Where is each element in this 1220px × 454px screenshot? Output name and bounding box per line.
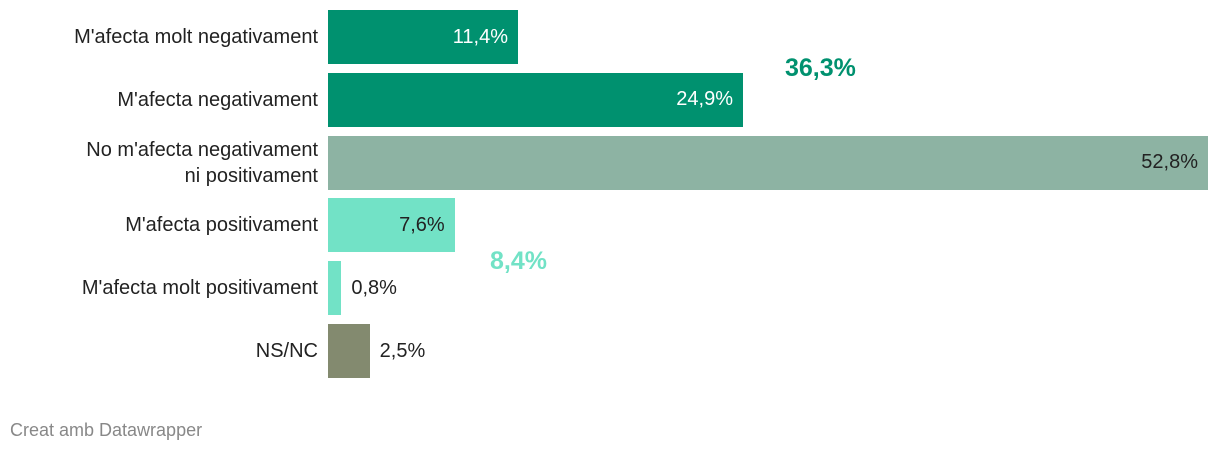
bar [328,198,455,253]
value-label: 11,4% [452,25,508,48]
category-label: M'afecta molt positivament [81,277,318,300]
value-label: 0,8% [351,276,397,299]
annotation: 36,3% [785,54,856,82]
category-label: M'afecta positivament [125,214,318,237]
category-label: No m'afecta negativament ni positivament [86,138,318,187]
bar [328,135,1208,190]
bar [328,10,518,64]
bar [328,261,342,316]
value-label: 52,8% [1141,151,1198,174]
value-label: 2,5% [379,339,426,362]
value-label: 7,6% [399,213,445,236]
bar [328,72,743,127]
category-label: M'afecta molt negativament [74,26,318,48]
value-label: 24,9% [676,88,733,111]
category-label: M'afecta negativament [117,88,318,111]
annotation: 8,4% [490,247,547,275]
footer: Creat amb Datawrapper [10,420,203,440]
bar [328,324,370,378]
category-label: NS/NC [255,340,318,362]
